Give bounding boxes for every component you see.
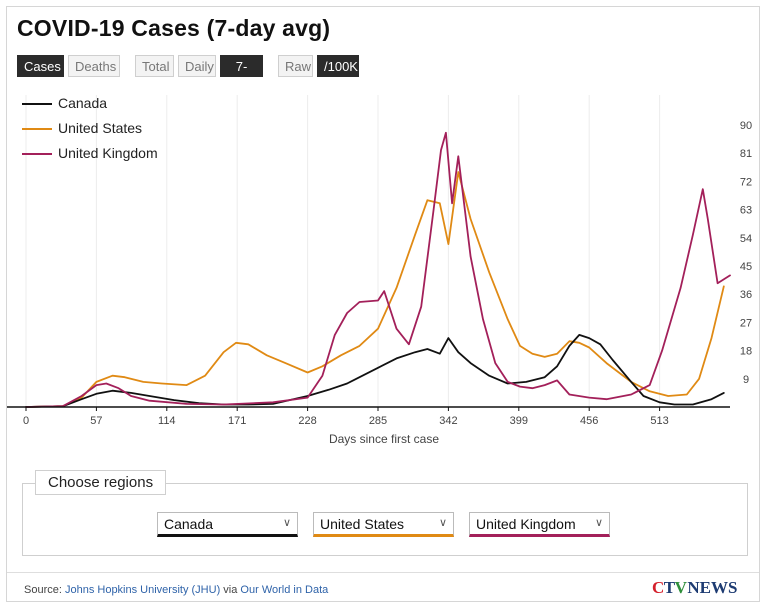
choose-regions-panel [22,483,748,556]
y-tick-label: 45 [740,261,752,273]
chart-card [6,6,760,602]
legend-label: United States [58,120,143,136]
legend-label: Canada [58,95,108,111]
footer-divider [7,572,759,573]
deaths-button[interactable]: Deaths [68,55,120,77]
region-select-value: Canada [164,516,214,532]
y-tick-label: 72 [740,176,752,188]
ctv-news-logo: CTVNEWS [652,578,737,600]
y-tick-label: 36 [740,289,752,301]
per-100k-button[interactable]: /100K [317,55,359,77]
y-tick-label: 27 [740,317,752,329]
x-tick-labels: 0 57 114 171 228 285 342 399 456 513 [23,407,669,427]
x-tick-label: 171 [228,415,246,427]
legend-swatch [22,128,52,130]
chart-series [25,131,731,408]
logo-letter-c: C [652,578,664,597]
x-tick-label: 285 [369,415,387,427]
jhu-source-link[interactable]: Johns Hopkins University (JHU) [64,584,221,596]
line-chart: 0 57 114 171 228 285 342 399 456 513 9 18 27 36 45 54 6… [7,95,752,446]
choose-regions-heading: Choose regions [35,470,167,495]
chart-grid [25,95,661,407]
y-tick-label: 63 [740,205,752,217]
series-line-united-kingdom [25,131,731,408]
region-select-united-states[interactable]: United States ∨ [313,512,454,537]
x-tick-label: 0 [23,415,29,427]
owid-source-link[interactable]: Our World in Data [240,584,329,596]
y-tick-label: 18 [740,346,752,358]
chevron-down-icon: ∨ [282,517,291,529]
legend-label: United Kingdom [58,145,158,161]
x-axis-label: Days since first case [329,432,439,446]
raw-button[interactable]: Raw [278,55,313,77]
source-via: via [220,584,241,596]
page-title: COVID-19 Cases (7-day avg) [17,15,331,41]
x-tick-label: 456 [580,415,598,427]
series-line-united-states [25,171,725,408]
logo-letter-v: V [674,578,687,597]
y-tick-label: 54 [740,233,752,245]
y-tick-label: 90 [740,120,752,132]
logo-letter-t: T [663,578,675,597]
y-tick-labels: 9 18 27 36 45 54 63 72 81 90 [740,120,752,386]
x-tick-label: 399 [510,415,528,427]
daily-button[interactable]: Daily [178,55,216,77]
x-tick-label: 114 [158,415,176,427]
logo-news: NEWS [687,578,738,597]
legend-swatch [22,103,52,105]
seven-day-button[interactable]: 7-Day [220,55,263,96]
source-note: Source: Johns Hopkins University (JHU) v… [24,584,328,596]
total-button[interactable]: Total [135,55,174,77]
region-select-value: United Kingdom [476,516,576,532]
chevron-down-icon: ∨ [438,517,447,529]
source-prefix: Source: [24,584,65,596]
legend-swatch [22,153,52,155]
region-select-canada[interactable]: Canada ∨ [157,512,298,537]
region-select-united-kingdom[interactable]: United Kingdom ∨ [469,512,610,537]
series-line-canada [25,333,725,408]
chevron-down-icon: ∨ [594,517,603,529]
x-tick-label: 57 [90,415,102,427]
region-select-value: United States [320,516,405,532]
y-tick-label: 81 [740,148,752,160]
cases-button[interactable]: Cases [17,55,64,77]
x-tick-label: 342 [439,415,457,427]
y-tick-label: 9 [743,374,749,386]
x-tick-label: 513 [650,415,668,427]
x-tick-label: 228 [298,415,316,427]
